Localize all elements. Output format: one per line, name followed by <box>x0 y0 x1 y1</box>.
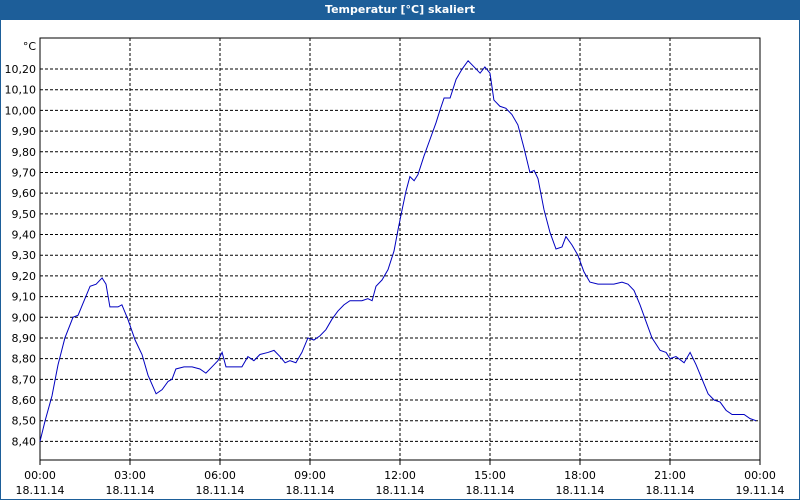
y-tick-label: 10,20 <box>5 63 37 76</box>
x-tick-date: 18.11.14 <box>466 484 515 497</box>
x-tick-label: 06:00 <box>204 469 236 482</box>
x-tick-date: 18.11.14 <box>556 484 605 497</box>
y-tick-label: 10,00 <box>5 104 37 117</box>
plot-border <box>39 37 761 461</box>
y-tick-label: 9,30 <box>12 249 37 262</box>
y-unit: °C <box>23 40 37 53</box>
x-tick-date: 18.11.14 <box>106 484 155 497</box>
y-tick-label: 8,50 <box>12 415 37 428</box>
y-tick-label: 9,40 <box>12 229 37 242</box>
y-tick-label: 9,60 <box>12 187 37 200</box>
x-tick-label: 12:00 <box>384 469 416 482</box>
y-tick-label: 9,20 <box>12 270 37 283</box>
x-tick-label: 15:00 <box>474 469 506 482</box>
y-tick-label: 8,70 <box>12 373 37 386</box>
x-tick-label: 09:00 <box>294 469 326 482</box>
x-tick-label: 00:00 <box>744 469 776 482</box>
x-tick-date: 19.11.14 <box>736 484 785 497</box>
y-tick-label: 8,40 <box>12 435 37 448</box>
y-tick-label: 8,90 <box>12 332 37 345</box>
y-tick-label: 8,60 <box>12 394 37 407</box>
x-tick-label: 03:00 <box>114 469 146 482</box>
y-tick-label: 10,10 <box>5 84 37 97</box>
y-tick-label: 9,90 <box>12 125 37 138</box>
y-tick-label: 9,80 <box>12 146 37 159</box>
x-tick-date: 18.11.14 <box>286 484 335 497</box>
x-tick-label: 00:00 <box>24 469 56 482</box>
x-tick-date: 18.11.14 <box>16 484 65 497</box>
x-tick-date: 18.11.14 <box>646 484 695 497</box>
temperature-line <box>39 59 757 442</box>
x-tick-date: 18.11.14 <box>376 484 425 497</box>
y-tick-label: 9,70 <box>12 166 37 179</box>
x-tick-label: 18:00 <box>564 469 596 482</box>
y-tick-label: 9,50 <box>12 208 37 221</box>
x-tick-date: 18.11.14 <box>196 484 245 497</box>
y-tick-label: 9,10 <box>12 291 37 304</box>
window-title: Temperatur [°C] skaliert <box>0 0 800 20</box>
x-tick-label: 21:00 <box>654 469 686 482</box>
y-tick-label: 8,80 <box>12 353 37 366</box>
y-tick-label: 9,00 <box>12 311 37 324</box>
